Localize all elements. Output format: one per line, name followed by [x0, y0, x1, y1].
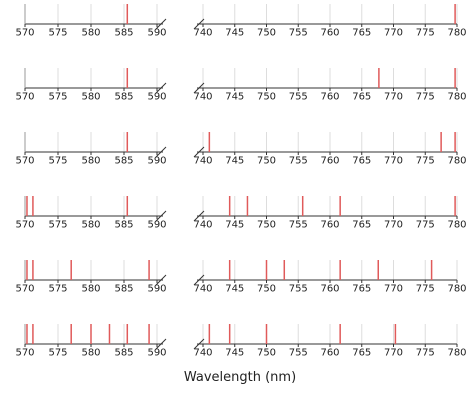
- x-tick-label: 775: [416, 219, 435, 230]
- x-tick-label: 755: [289, 155, 308, 166]
- x-tick-label: 585: [114, 347, 133, 358]
- x-tick-label: 740: [193, 155, 212, 166]
- x-tick-label: 780: [447, 91, 466, 102]
- x-tick-label: 575: [48, 219, 67, 230]
- x-tick-label: 765: [352, 27, 371, 38]
- x-tick-label: 755: [289, 283, 308, 294]
- axis-break: [155, 338, 167, 350]
- axis-break: [193, 18, 205, 30]
- x-tick-label: 575: [48, 283, 67, 294]
- axis-break: [155, 18, 167, 30]
- x-tick-label: 775: [416, 155, 435, 166]
- axis-break: [193, 210, 205, 222]
- x-tick-label: 585: [114, 219, 133, 230]
- x-tick-label: 765: [352, 283, 371, 294]
- axis-break: [193, 338, 205, 350]
- axis-break: [193, 82, 205, 94]
- x-tick-label: 570: [15, 155, 34, 166]
- x-tick-label: 780: [447, 155, 466, 166]
- x-tick-label: 770: [384, 91, 403, 102]
- x-tick-label: 770: [384, 27, 403, 38]
- x-tick-label: 780: [447, 219, 466, 230]
- x-tick-label: 590: [147, 283, 166, 294]
- x-tick-label: 760: [320, 91, 339, 102]
- x-tick-label: 775: [416, 283, 435, 294]
- axis-break: [193, 146, 205, 158]
- x-tick-label: 570: [15, 219, 34, 230]
- x-tick-label: 775: [416, 347, 435, 358]
- x-tick-label: 765: [352, 91, 371, 102]
- x-tick-label: 780: [447, 283, 466, 294]
- x-tick-label: 745: [225, 219, 244, 230]
- x-tick-label: 755: [289, 27, 308, 38]
- x-tick-label: 745: [225, 283, 244, 294]
- x-tick-label: 580: [81, 155, 100, 166]
- x-tick-label: 760: [320, 27, 339, 38]
- x-tick-label: 750: [257, 219, 276, 230]
- x-tick-label: 750: [257, 91, 276, 102]
- x-tick-label: 770: [384, 155, 403, 166]
- x-tick-label: 775: [416, 27, 435, 38]
- x-tick-label: 585: [114, 27, 133, 38]
- axis-break: [155, 274, 167, 286]
- x-tick-label: 575: [48, 347, 67, 358]
- x-tick-label: 745: [225, 347, 244, 358]
- x-tick-label: 575: [48, 155, 67, 166]
- axis-break: [193, 274, 205, 286]
- x-tick-label: 575: [48, 91, 67, 102]
- x-tick-label: 740: [193, 27, 212, 38]
- axis-break: [155, 146, 167, 158]
- x-tick-label: 765: [352, 219, 371, 230]
- x-axis-label: Wavelength (nm): [184, 370, 296, 385]
- x-tick-label: 760: [320, 155, 339, 166]
- x-tick-label: 745: [225, 155, 244, 166]
- x-tick-label: 780: [447, 27, 466, 38]
- x-tick-label: 585: [114, 91, 133, 102]
- x-tick-label: 590: [147, 27, 166, 38]
- x-tick-label: 755: [289, 91, 308, 102]
- x-tick-label: 760: [320, 347, 339, 358]
- x-tick-label: 760: [320, 219, 339, 230]
- x-tick-label: 765: [352, 155, 371, 166]
- x-tick-label: 590: [147, 347, 166, 358]
- axis-break: [155, 210, 167, 222]
- x-tick-label: 740: [193, 347, 212, 358]
- x-tick-label: 740: [193, 219, 212, 230]
- x-tick-label: 585: [114, 283, 133, 294]
- x-tick-label: 745: [225, 91, 244, 102]
- x-tick-label: 770: [384, 219, 403, 230]
- x-tick-label: 585: [114, 155, 133, 166]
- x-tick-label: 570: [15, 347, 34, 358]
- x-tick-label: 580: [81, 283, 100, 294]
- x-tick-label: 775: [416, 91, 435, 102]
- x-tick-label: 590: [147, 91, 166, 102]
- x-tick-label: 750: [257, 283, 276, 294]
- x-tick-label: 740: [193, 91, 212, 102]
- x-tick-label: 770: [384, 347, 403, 358]
- x-tick-label: 755: [289, 219, 308, 230]
- x-tick-label: 750: [257, 155, 276, 166]
- x-tick-label: 745: [225, 27, 244, 38]
- x-tick-label: 570: [15, 91, 34, 102]
- x-tick-label: 570: [15, 27, 34, 38]
- x-tick-label: 780: [447, 347, 466, 358]
- x-tick-label: 750: [257, 27, 276, 38]
- x-tick-label: 580: [81, 347, 100, 358]
- axis-break: [155, 82, 167, 94]
- x-tick-label: 580: [81, 219, 100, 230]
- x-tick-label: 755: [289, 347, 308, 358]
- x-tick-label: 750: [257, 347, 276, 358]
- x-tick-label: 575: [48, 27, 67, 38]
- x-tick-label: 580: [81, 27, 100, 38]
- x-tick-label: 570: [15, 283, 34, 294]
- x-tick-label: 765: [352, 347, 371, 358]
- x-tick-label: 740: [193, 283, 212, 294]
- x-tick-label: 590: [147, 219, 166, 230]
- x-tick-label: 760: [320, 283, 339, 294]
- x-tick-label: 580: [81, 91, 100, 102]
- x-tick-label: 770: [384, 283, 403, 294]
- x-tick-label: 590: [147, 155, 166, 166]
